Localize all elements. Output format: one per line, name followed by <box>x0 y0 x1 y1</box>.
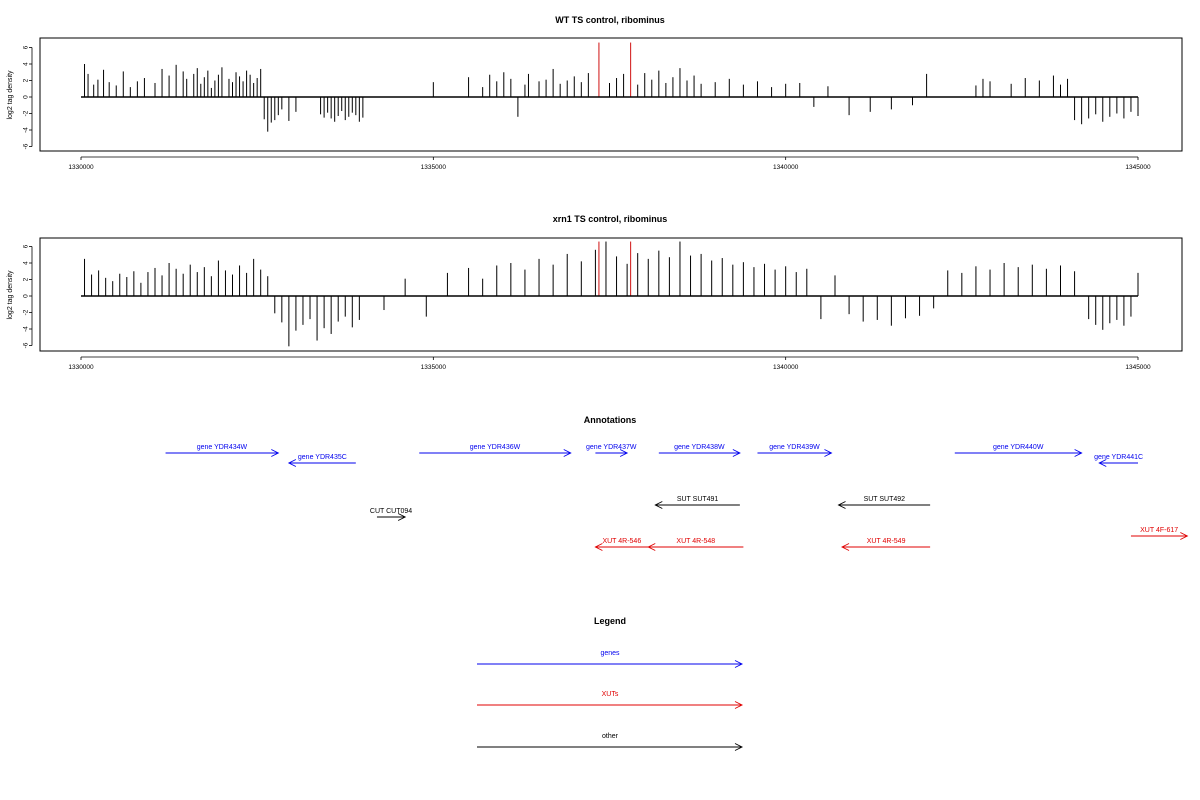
annotation-label: gene YDR437W <box>586 444 637 451</box>
annotation-label: SUT SUT492 <box>864 496 906 503</box>
legend-label: other <box>602 733 619 740</box>
annotation-label: XUT 4R-548 <box>676 538 715 545</box>
x-tick-label: 1330000 <box>68 164 94 171</box>
y-tick-label: 6 <box>23 244 30 248</box>
annotation-label: gene YDR441C <box>1094 454 1143 461</box>
panel-xrn1-title: xrn1 TS control, ribominus <box>553 214 668 224</box>
annotation-arrow: CUT CUT094 <box>370 508 412 521</box>
annotation-label: gene YDR438W <box>674 444 725 451</box>
annotation-arrow: gene YDR438W <box>658 444 741 457</box>
legend-label: XUTs <box>602 691 619 698</box>
panel-wt-x-axis: 1330000 1335000 1340000 1345000 <box>68 156 1151 171</box>
annotation-arrow: SUT SUT492 <box>837 496 931 509</box>
annotation-label: XUT 4R-549 <box>867 538 906 545</box>
annotations-title: Annotations <box>584 415 637 425</box>
y-tick-label: 4 <box>23 62 30 66</box>
annotation-label: CUT CUT094 <box>370 508 412 515</box>
y-tick-label: -4 <box>23 127 30 133</box>
y-tick-label: -4 <box>23 326 30 332</box>
annotation-arrow: XUT 4R-548 <box>647 538 744 551</box>
legend-list: genes XUTs other <box>477 650 744 751</box>
panel-xrn1-bars <box>81 241 1139 347</box>
y-tick-label: -6 <box>23 342 30 348</box>
annotation-label: XUT 4F-617 <box>1140 527 1178 534</box>
y-tick-label: 4 <box>23 261 30 265</box>
x-tick-label: 1335000 <box>421 364 447 371</box>
x-tick-label: 1345000 <box>1125 164 1151 171</box>
y-tick-label: -6 <box>23 143 30 149</box>
panel-xrn1-ylabel: log2 tag density <box>7 270 14 320</box>
y-tick-label: -2 <box>23 309 30 315</box>
x-tick-label: 1330000 <box>68 364 94 371</box>
panel-xrn1-frame <box>39 237 1183 352</box>
panel-wt: WT TS control, ribominus log2 tag densit… <box>7 15 1183 171</box>
annotation-arrow: gene YDR435C <box>287 454 356 467</box>
annotation-arrow: SUT SUT491 <box>654 496 740 509</box>
annotation-label: gene YDR439W <box>769 444 820 451</box>
y-tick-label: 2 <box>23 78 30 82</box>
annotation-list: gene YDR434W gene YDR435C gene YDR436W gene… <box>165 444 1189 551</box>
legend-label: genes <box>600 650 620 657</box>
legend-title: Legend <box>594 616 626 626</box>
y-tick-label: 6 <box>23 45 30 49</box>
panel-xrn1: xrn1 TS control, ribominus log2 tag dens… <box>7 214 1183 371</box>
panel-xrn1-y-axis: 6 4 2 0 -2 -4 -6 <box>23 244 33 348</box>
y-tick-label: 0 <box>23 294 30 298</box>
legend-item: genes <box>477 650 744 668</box>
annotation-label: gene YDR435C <box>298 454 347 461</box>
annotation-label: SUT SUT491 <box>677 496 719 503</box>
annotation-label: gene YDR436W <box>470 444 521 451</box>
legend-item: other <box>477 733 744 751</box>
y-tick-label: 0 <box>23 95 30 99</box>
legend: Legend genes XUTs other <box>477 616 744 751</box>
annotation-arrow: gene YDR434W <box>165 444 280 457</box>
panel-wt-ylabel: log2 tag density <box>7 70 14 120</box>
annotation-label: gene YDR434W <box>197 444 248 451</box>
panel-xrn1-x-axis: 1330000 1335000 1340000 1345000 <box>68 356 1151 371</box>
annotation-arrow: XUT 4F-617 <box>1130 527 1189 540</box>
annotation-arrow: XUT 4R-546 <box>594 538 649 551</box>
annotation-arrow: XUT 4R-549 <box>841 538 931 551</box>
panel-wt-frame <box>39 37 1183 152</box>
x-tick-label: 1340000 <box>773 164 799 171</box>
panel-wt-y-axis: 6 4 2 0 -2 -4 -6 <box>23 45 33 149</box>
annotation-arrow: gene YDR436W <box>419 444 572 457</box>
annotation-arrow: gene YDR440W <box>954 444 1083 457</box>
panel-wt-bars <box>81 42 1139 132</box>
annotation-arrow: gene YDR437W <box>586 444 637 457</box>
y-tick-label: 2 <box>23 277 30 281</box>
annotation-arrow: gene YDR439W <box>757 444 833 457</box>
x-tick-label: 1335000 <box>421 164 447 171</box>
annotation-arrow: gene YDR441C <box>1094 454 1143 467</box>
x-tick-label: 1345000 <box>1125 364 1151 371</box>
annotation-label: XUT 4R-546 <box>602 538 641 545</box>
panel-wt-title: WT TS control, ribominus <box>555 15 665 25</box>
y-tick-label: -2 <box>23 110 30 116</box>
annotation-label: gene YDR440W <box>993 444 1044 451</box>
x-tick-label: 1340000 <box>773 364 799 371</box>
legend-item: XUTs <box>477 691 744 709</box>
